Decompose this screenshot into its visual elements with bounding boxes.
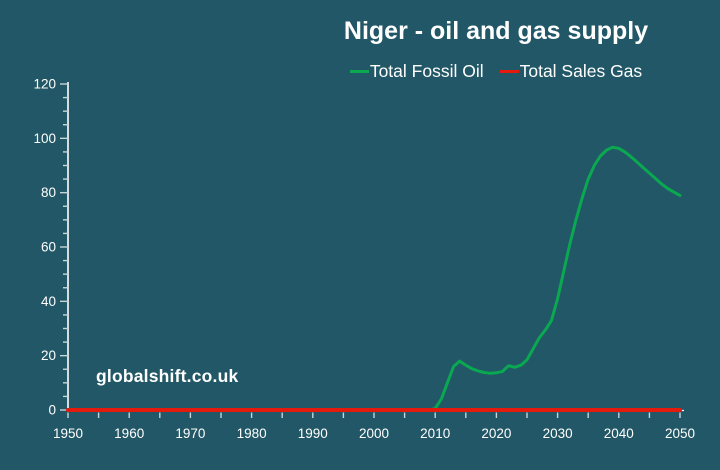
y-tick-label: 60 <box>41 240 56 255</box>
y-tick-label: 40 <box>41 294 56 309</box>
legend-line-swatch-oil-icon <box>349 70 369 73</box>
x-tick-label: 2000 <box>359 426 389 441</box>
x-tick-label: 1980 <box>237 426 267 441</box>
y-tick-label: 100 <box>33 131 56 146</box>
y-tick-label: 80 <box>41 185 56 200</box>
x-tick-label: 2030 <box>543 426 573 441</box>
legend-item-total-sales-gas: Total Sales Gas <box>499 61 643 82</box>
x-tick-label: 1960 <box>114 426 144 441</box>
series-total-fossil-oil <box>66 145 682 412</box>
y-tick-label: 20 <box>41 348 56 363</box>
x-tick-label: 2010 <box>420 426 450 441</box>
x-tick-label: 2040 <box>604 426 634 441</box>
chart-title: Niger - oil and gas supply <box>343 17 649 45</box>
watermark: globalshift.co.uk <box>96 366 239 386</box>
legend-line-swatch-gas-icon <box>499 70 519 73</box>
y-tick-label: 0 <box>48 403 56 418</box>
x-tick-label: 1990 <box>298 426 328 441</box>
legend-label-total-sales-gas: Total Sales Gas <box>519 61 643 81</box>
x-tick-label: 1950 <box>53 426 83 441</box>
legend: Total Fossil Oil Total Sales Gas <box>276 61 716 82</box>
legend-item-total-fossil-oil: Total Fossil Oil <box>349 61 484 82</box>
y-tick-label: 120 <box>33 77 56 92</box>
x-tick-label: 1970 <box>175 426 205 441</box>
x-tick-label: 2050 <box>665 426 695 441</box>
legend-label-total-fossil-oil: Total Fossil Oil <box>369 61 484 81</box>
x-tick-label: 2020 <box>481 426 511 441</box>
